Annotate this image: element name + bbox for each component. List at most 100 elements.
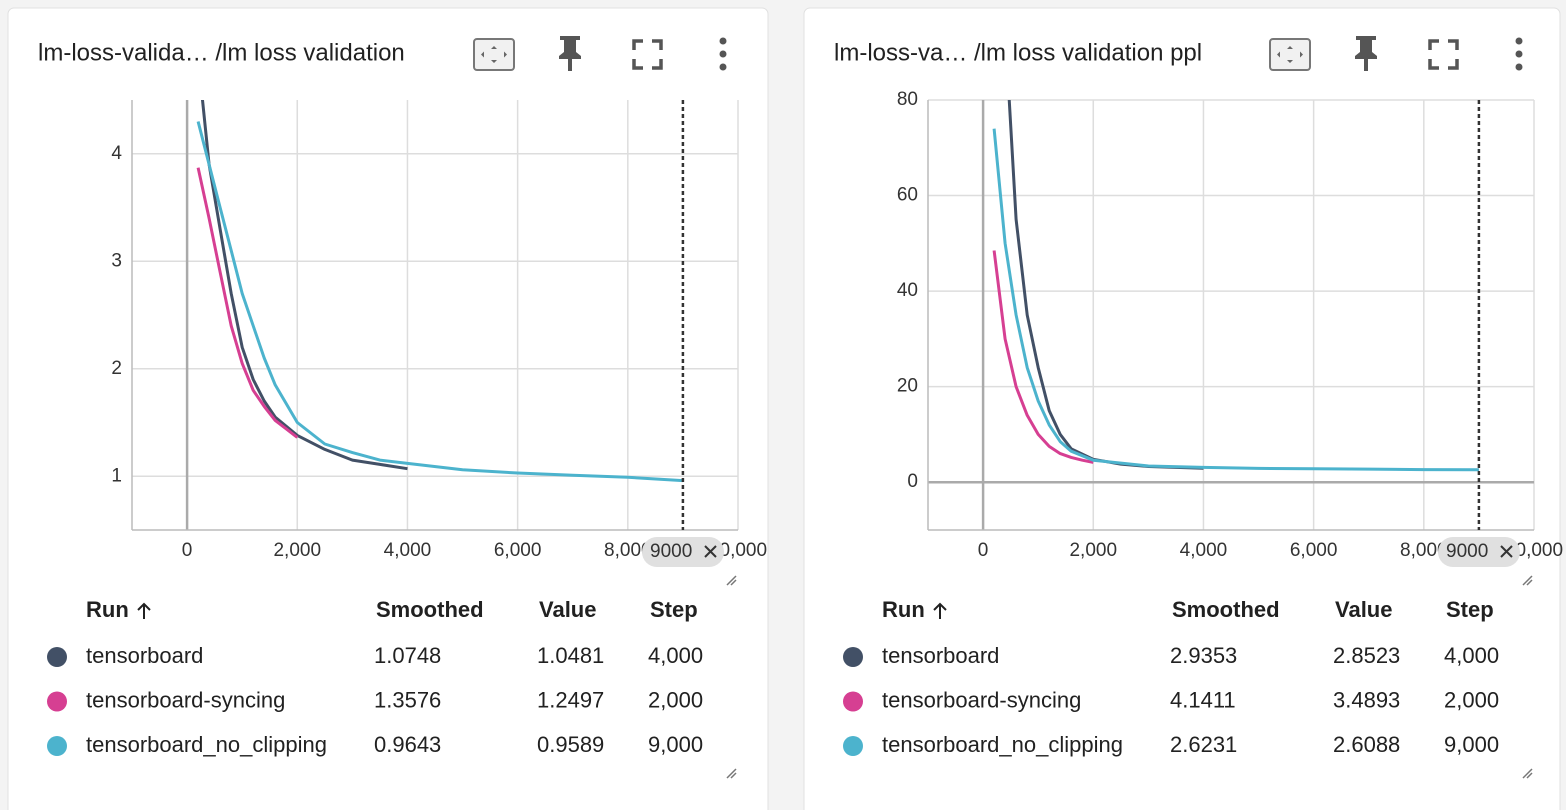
y-tick-label: 2 (111, 358, 122, 379)
data-table: Run Smoothed Value Step tensorboard 1.0748 1.0… (47, 597, 703, 757)
raw-value: 2.6088 (1333, 732, 1400, 757)
run-color[interactable] (47, 691, 67, 712)
x-tick-label: 2,000 (273, 540, 321, 561)
icon (559, 36, 581, 71)
y-tick-label: 40 (897, 280, 918, 301)
chip-close (1500, 545, 1513, 558)
table-header: Value (1335, 597, 1392, 622)
run-color[interactable] (843, 647, 863, 667)
icon (632, 39, 663, 70)
resize-handle[interactable] (1522, 768, 1533, 779)
fullscreen-button[interactable] (1428, 39, 1459, 70)
resize-handle[interactable] (726, 768, 737, 779)
x-tick-label: 2,000 (1069, 540, 1117, 561)
run-color[interactable] (843, 736, 863, 756)
icon (1515, 50, 1523, 58)
x-tick-label: 4,000 (1180, 540, 1228, 561)
series-line (196, 167, 299, 439)
table-header[interactable]: Run (882, 597, 925, 622)
raw-value: 2.8523 (1333, 643, 1400, 668)
step-chip[interactable]: 9000 (1438, 537, 1520, 567)
pin-button[interactable] (559, 36, 581, 71)
data-table: Run Smoothed Value Step tensorboard 2.9353 2.8… (843, 597, 1499, 757)
card: lm-loss-va… /lm loss validation ppl 0 20 40… (803, 7, 1563, 810)
smoothed-value: 0.9643 (374, 732, 441, 757)
icon (473, 38, 515, 71)
chip-label: 9000 (650, 541, 692, 562)
step-value: 9,000 (1444, 732, 1499, 757)
fullscreen-button[interactable] (632, 39, 663, 70)
x-tick-label: 6,000 (494, 540, 542, 561)
fit-domain-button[interactable] (473, 38, 515, 71)
y-tick-label: 20 (897, 376, 918, 397)
step-value: 2,000 (1444, 687, 1499, 712)
step-value: 4,000 (1444, 643, 1499, 668)
smoothed-value: 2.6231 (1170, 732, 1237, 757)
smoothed-value: 1.3576 (374, 687, 441, 712)
smoothed-value: 2.9353 (1170, 643, 1237, 668)
run-name: tensorboard_no_clipping (882, 732, 1123, 757)
series-line (992, 250, 1094, 464)
table-header: Step (1446, 597, 1494, 622)
icon (1355, 36, 1377, 71)
toolbar (473, 36, 727, 71)
series-line (200, 100, 408, 471)
table-header[interactable]: Run (86, 597, 129, 622)
table-header: Smoothed (376, 597, 484, 622)
y-tick-label: 4 (111, 143, 122, 164)
run-name: tensorboard-syncing (882, 687, 1081, 712)
raw-value: 1.0481 (537, 643, 604, 668)
resize-handle[interactable] (726, 575, 737, 586)
step-value: 4,000 (648, 643, 703, 668)
run-name: tensorboard (86, 643, 203, 668)
icon (1269, 38, 1311, 71)
card-background (803, 7, 1561, 810)
run-name: tensorboard (882, 643, 999, 668)
raw-value: 3.4893 (1333, 687, 1400, 712)
sort-arrow (933, 602, 947, 619)
table-header: Smoothed (1172, 597, 1280, 622)
card: lm-loss-valida… /lm loss validation 1 2 3 4 0… (7, 7, 769, 810)
toolbar (1269, 36, 1523, 71)
step-chip[interactable]: 9000 (642, 537, 724, 567)
resize-handle[interactable] (1522, 575, 1533, 586)
table-header: Step (650, 597, 698, 622)
run-name: tensorboard_no_clipping (86, 732, 327, 757)
y-tick-label: 1 (111, 465, 122, 486)
x-tick-label: 8,000 (1400, 540, 1448, 561)
plot-lines (196, 100, 683, 483)
run-name: tensorboard-syncing (86, 687, 285, 712)
step-value: 9,000 (648, 732, 703, 757)
icon (719, 37, 727, 45)
run-color[interactable] (47, 736, 67, 756)
chip-close (704, 545, 717, 558)
card-background (7, 7, 769, 810)
x-tick-label: 0 (978, 540, 989, 561)
icon (1515, 63, 1523, 71)
plot-lines (992, 100, 1479, 472)
series-line (992, 128, 1479, 472)
chip-background (1438, 537, 1520, 567)
icon (719, 50, 727, 58)
card-title: lm-loss-va… /lm loss validation ppl (834, 39, 1202, 66)
run-color[interactable] (47, 647, 67, 667)
icon (1428, 39, 1459, 70)
pin-button[interactable] (1355, 36, 1377, 71)
card-title: lm-loss-valida… /lm loss validation (38, 39, 405, 66)
sort-arrow (137, 602, 151, 619)
fit-domain-button[interactable] (1269, 38, 1311, 71)
series-line (196, 121, 683, 483)
smoothed-value: 4.1411 (1170, 687, 1236, 712)
run-color[interactable] (843, 691, 863, 712)
icon (719, 63, 727, 71)
chip-label: 9000 (1446, 541, 1488, 562)
more-button[interactable] (1515, 37, 1523, 71)
x-tick-label: 4,000 (384, 540, 432, 561)
icon (1515, 37, 1523, 45)
y-tick-label: 0 (907, 471, 918, 492)
x-tick-label: 8,000 (604, 540, 652, 561)
more-button[interactable] (719, 37, 727, 71)
y-tick-label: 3 (111, 250, 122, 271)
